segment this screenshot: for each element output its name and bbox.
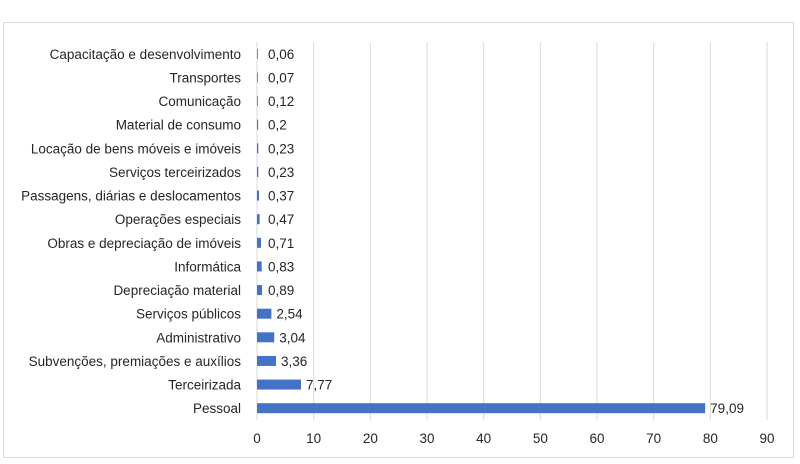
value-label: 3,04 bbox=[279, 330, 306, 345]
bar bbox=[257, 379, 302, 390]
value-label: 0,06 bbox=[268, 47, 294, 62]
category-label: Operações especiais bbox=[115, 212, 241, 227]
category-label: Terceirizada bbox=[168, 378, 241, 393]
x-tick-label: 50 bbox=[533, 431, 548, 446]
value-label: 0,2 bbox=[268, 118, 287, 133]
value-label: 0,23 bbox=[268, 141, 294, 156]
chart-frame bbox=[3, 22, 794, 458]
category-label: Depreciação material bbox=[113, 283, 241, 298]
bar bbox=[257, 403, 706, 414]
category-label: Informática bbox=[174, 259, 241, 274]
category-label: Locação de bens móveis e imóveis bbox=[31, 141, 241, 156]
category-labels: Capacitação e desenvolvimento Transportes… bbox=[21, 47, 241, 416]
x-tick-label: 90 bbox=[759, 431, 774, 446]
value-label: 79,09 bbox=[710, 401, 744, 416]
category-label: Obras e depreciação de imóveis bbox=[47, 236, 241, 251]
value-labels: 0,06 0,07 0,12 0,2 0,23 0,23 0,37 0,47 0,71 0,83 0… bbox=[268, 47, 744, 416]
category-label: Comunicação bbox=[158, 94, 241, 109]
category-label: Capacitação e desenvolvimento bbox=[50, 47, 241, 62]
bars bbox=[257, 48, 706, 414]
bar bbox=[257, 48, 258, 59]
category-label: Transportes bbox=[169, 70, 241, 85]
x-tick-label: 30 bbox=[419, 431, 434, 446]
x-tick-label: 70 bbox=[646, 431, 661, 446]
value-label: 0,23 bbox=[268, 165, 294, 180]
bar bbox=[257, 332, 275, 343]
value-label: 0,83 bbox=[268, 259, 294, 274]
x-tick-label: 0 bbox=[253, 431, 261, 446]
bar bbox=[257, 72, 258, 83]
value-label: 0,07 bbox=[268, 70, 294, 85]
bar bbox=[257, 355, 277, 366]
bar bbox=[257, 143, 259, 154]
x-axis-tick-labels: 0 10 20 30 40 50 60 70 80 90 bbox=[253, 431, 774, 446]
x-tick-label: 80 bbox=[703, 431, 718, 446]
value-label: 0,37 bbox=[268, 189, 294, 204]
value-label: 3,36 bbox=[281, 354, 307, 369]
bar bbox=[257, 237, 262, 248]
value-label: 2,54 bbox=[276, 307, 303, 322]
category-label: Passagens, diárias e deslocamentos bbox=[21, 189, 241, 204]
category-label: Serviços públicos bbox=[136, 307, 241, 322]
value-label: 7,77 bbox=[306, 378, 332, 393]
bar bbox=[257, 166, 259, 177]
value-label: 0,89 bbox=[268, 283, 294, 298]
bar bbox=[257, 119, 259, 130]
value-label: 0,47 bbox=[268, 212, 294, 227]
value-label: 0,71 bbox=[268, 236, 294, 251]
x-tick-label: 60 bbox=[589, 431, 604, 446]
category-label: Administrativo bbox=[156, 330, 241, 345]
x-tick-label: 40 bbox=[476, 431, 491, 446]
x-tick-label: 20 bbox=[363, 431, 378, 446]
bar bbox=[257, 308, 272, 319]
x-tick-label: 10 bbox=[306, 431, 321, 446]
category-label: Subvenções, premiações e auxílios bbox=[29, 354, 242, 369]
bar bbox=[257, 214, 260, 225]
bar bbox=[257, 96, 258, 107]
gridlines bbox=[256, 42, 768, 420]
value-label: 0,12 bbox=[268, 94, 294, 109]
category-label: Serviços terceirizados bbox=[109, 165, 241, 180]
bar bbox=[257, 261, 262, 272]
bar bbox=[257, 285, 263, 296]
category-label: Pessoal bbox=[193, 401, 241, 416]
bar bbox=[257, 190, 260, 201]
category-label: Material de consumo bbox=[116, 118, 241, 133]
